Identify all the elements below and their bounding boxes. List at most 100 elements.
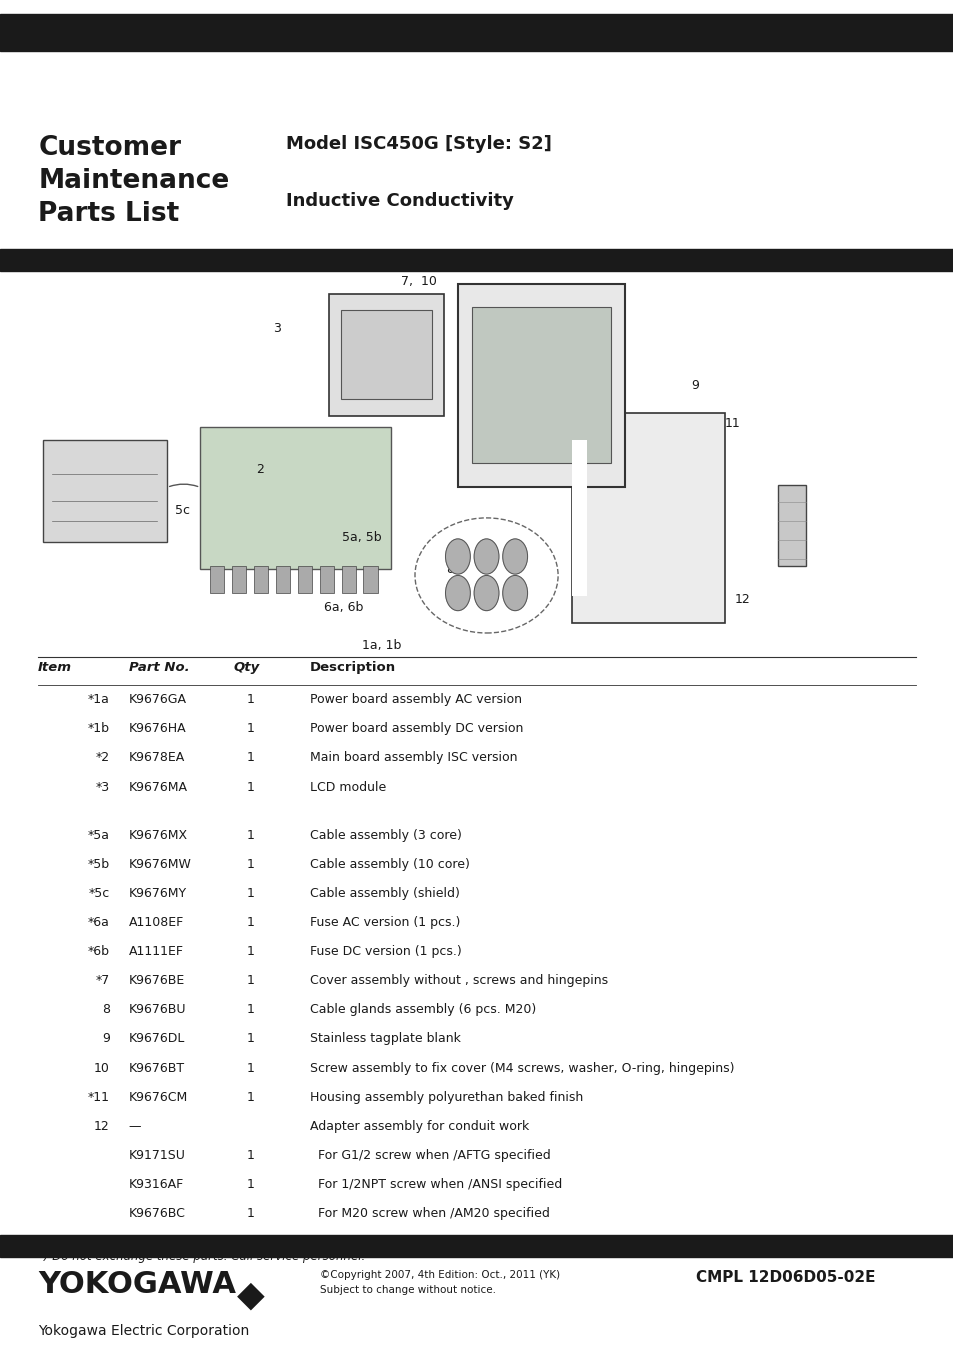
- Text: 1: 1: [247, 857, 254, 871]
- Circle shape: [445, 575, 470, 611]
- Text: K9676CM: K9676CM: [129, 1090, 188, 1104]
- Text: K9678EA: K9678EA: [129, 751, 185, 765]
- Text: K9676GA: K9676GA: [129, 693, 187, 707]
- Text: 1: 1: [247, 1206, 254, 1220]
- Text: 2: 2: [255, 463, 263, 477]
- Text: Cable glands assembly (6 pcs. M20): Cable glands assembly (6 pcs. M20): [310, 1003, 536, 1017]
- Bar: [472, 307, 610, 463]
- Text: 5a, 5b: 5a, 5b: [341, 531, 381, 544]
- Text: ◆: ◆: [236, 1278, 264, 1312]
- Text: CMPL 12D06D05-02E: CMPL 12D06D05-02E: [696, 1270, 875, 1285]
- Bar: [43, 440, 167, 542]
- Text: K9676BU: K9676BU: [129, 1003, 186, 1017]
- Text: 9: 9: [102, 1032, 110, 1045]
- Text: YOKOGAWA: YOKOGAWA: [38, 1270, 236, 1298]
- Bar: [572, 413, 724, 623]
- Bar: [777, 485, 805, 566]
- Text: K9676DL: K9676DL: [129, 1032, 185, 1045]
- Text: K9676MA: K9676MA: [129, 780, 188, 793]
- Text: *7: *7: [95, 974, 110, 987]
- Text: 3: 3: [273, 322, 280, 336]
- Text: K9676MW: K9676MW: [129, 857, 192, 871]
- Text: Housing assembly polyurethan baked finish: Housing assembly polyurethan baked finis…: [310, 1090, 582, 1104]
- Text: 6a, 6b: 6a, 6b: [324, 601, 363, 615]
- Text: K9676BC: K9676BC: [129, 1206, 186, 1220]
- Text: Cable assembly (shield): Cable assembly (shield): [310, 887, 459, 900]
- Text: Part No.: Part No.: [129, 661, 190, 674]
- Text: K9676MY: K9676MY: [129, 887, 187, 900]
- Text: Stainless tagplate blank: Stainless tagplate blank: [310, 1032, 460, 1045]
- Circle shape: [502, 575, 527, 611]
- Text: A1111EF: A1111EF: [129, 945, 184, 959]
- Text: *5a: *5a: [88, 829, 110, 842]
- Bar: [572, 440, 586, 596]
- Bar: [363, 566, 377, 593]
- Text: 1: 1: [247, 887, 254, 900]
- Text: Adapter assembly for conduit work: Adapter assembly for conduit work: [310, 1120, 529, 1133]
- Text: Fuse DC version (1 pcs.): Fuse DC version (1 pcs.): [310, 945, 461, 959]
- Text: Converter: Converter: [286, 249, 387, 267]
- Text: *6b: *6b: [88, 945, 110, 959]
- Text: 9: 9: [691, 379, 699, 393]
- Bar: [457, 284, 624, 487]
- Bar: [253, 566, 268, 593]
- Text: 1: 1: [247, 780, 254, 793]
- Text: *2: *2: [95, 751, 110, 765]
- Text: *3: *3: [95, 780, 110, 793]
- Text: 12: 12: [734, 593, 750, 607]
- Text: 1: 1: [247, 1090, 254, 1104]
- Text: 1: 1: [247, 1178, 254, 1192]
- Bar: [200, 427, 391, 569]
- Bar: [0, 14, 953, 51]
- Bar: [341, 566, 355, 593]
- Text: 1: 1: [247, 693, 254, 707]
- Text: Model ISC450G [Style: S2]: Model ISC450G [Style: S2]: [286, 135, 552, 153]
- Text: 1: 1: [247, 1148, 254, 1162]
- Text: *6a: *6a: [88, 915, 110, 929]
- Text: 8: 8: [102, 1003, 110, 1017]
- Text: For 1/2NPT screw when /ANSI specified: For 1/2NPT screw when /ANSI specified: [310, 1178, 561, 1192]
- Bar: [29, 275, 924, 657]
- Text: LCD module: LCD module: [310, 780, 386, 793]
- Bar: [340, 310, 432, 399]
- Text: Customer
Maintenance
Parts List: Customer Maintenance Parts List: [38, 135, 229, 227]
- Circle shape: [474, 539, 498, 574]
- Circle shape: [474, 575, 498, 611]
- Bar: [232, 566, 246, 593]
- Text: For G1/2 screw when /AFTG specified: For G1/2 screw when /AFTG specified: [310, 1148, 550, 1162]
- Text: *1b: *1b: [88, 723, 110, 735]
- Circle shape: [445, 539, 470, 574]
- Text: *) Do not exchange these parts. Call service personnel.: *) Do not exchange these parts. Call ser…: [38, 1250, 365, 1263]
- Text: K9676BE: K9676BE: [129, 974, 185, 987]
- Text: Cable assembly (3 core): Cable assembly (3 core): [310, 829, 461, 842]
- Bar: [329, 294, 443, 416]
- Text: K9316AF: K9316AF: [129, 1178, 184, 1192]
- Text: Cover assembly without , screws and hingepins: Cover assembly without , screws and hing…: [310, 974, 608, 987]
- Bar: [319, 566, 334, 593]
- Text: *1a: *1a: [88, 693, 110, 707]
- Text: 5c: 5c: [174, 504, 190, 517]
- Circle shape: [502, 539, 527, 574]
- Text: Description: Description: [310, 661, 395, 674]
- Text: 1: 1: [247, 1003, 254, 1017]
- Text: 1: 1: [247, 974, 254, 987]
- Text: K9171SU: K9171SU: [129, 1148, 186, 1162]
- Text: *5c: *5c: [89, 887, 110, 900]
- Text: —: —: [129, 1120, 141, 1133]
- Text: 1: 1: [247, 751, 254, 765]
- Text: 1: 1: [247, 723, 254, 735]
- Text: 1: 1: [247, 1062, 254, 1075]
- Text: Item: Item: [38, 661, 72, 674]
- Text: Main board assembly ISC version: Main board assembly ISC version: [310, 751, 517, 765]
- Text: 12: 12: [93, 1120, 110, 1133]
- Text: *11: *11: [88, 1090, 110, 1104]
- Text: Power board assembly DC version: Power board assembly DC version: [310, 723, 523, 735]
- Text: 1: 1: [247, 915, 254, 929]
- Bar: [0, 249, 953, 271]
- Text: K9676HA: K9676HA: [129, 723, 186, 735]
- Text: Inductive Conductivity: Inductive Conductivity: [286, 192, 514, 210]
- Text: 10: 10: [93, 1062, 110, 1075]
- Text: 11: 11: [724, 417, 740, 431]
- Text: Yokogawa Electric Corporation: Yokogawa Electric Corporation: [38, 1324, 249, 1338]
- Text: Screw assembly to fix cover (M4 screws, washer, O-ring, hingepins): Screw assembly to fix cover (M4 screws, …: [310, 1062, 734, 1075]
